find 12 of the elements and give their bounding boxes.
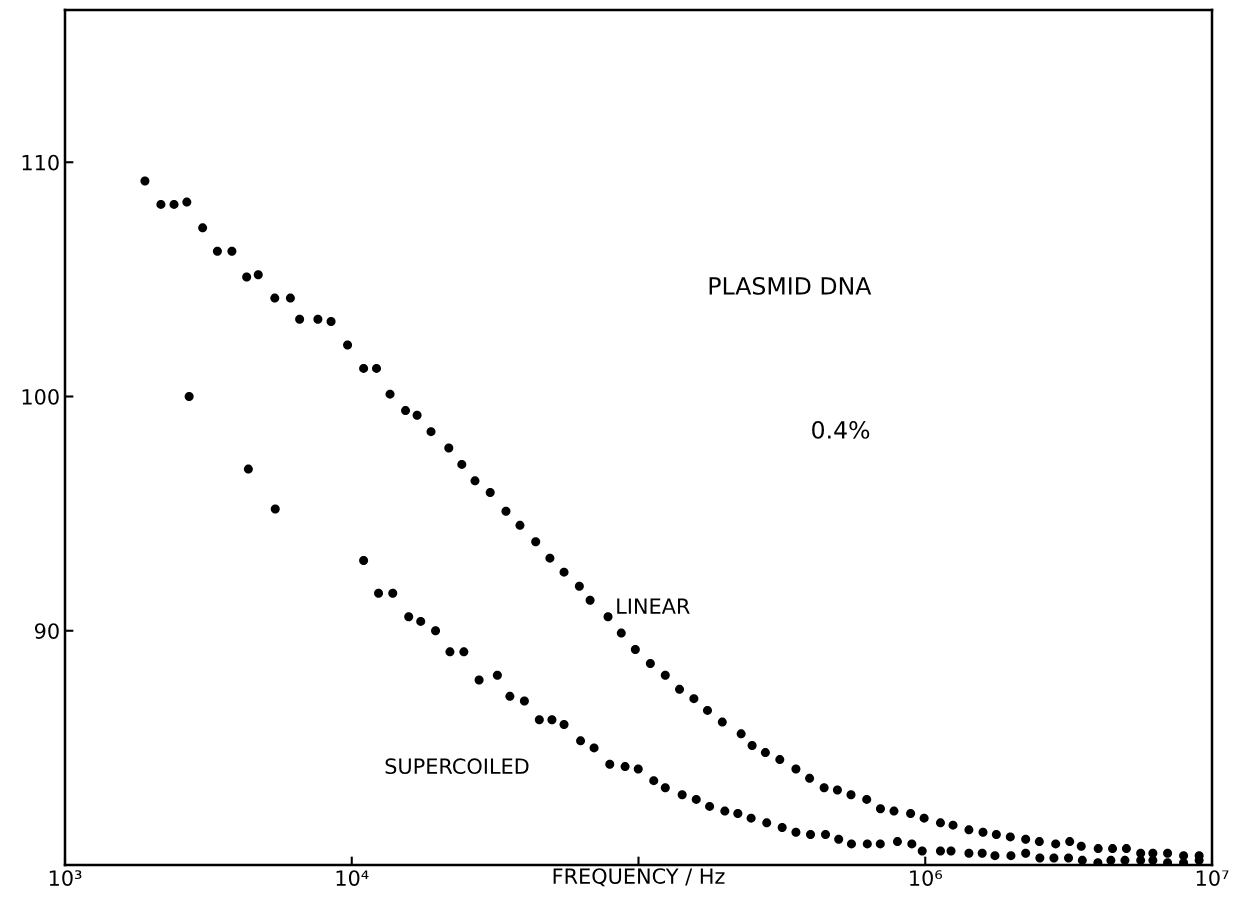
annotation: PLASMID DNA	[709, 276, 872, 295]
x-axis-title: FREQUENCY / Hz	[553, 868, 725, 887]
y-tick-label: 90	[34, 623, 59, 639]
x-tick-label: 10⁷	[1196, 870, 1229, 886]
x-tick-label: 10⁶	[910, 870, 943, 886]
series-label: LINEAR	[617, 598, 690, 614]
annotation: 0.4%	[812, 420, 870, 439]
x-tick-label: 10⁴	[336, 870, 369, 886]
series-label: SUPERCOILED	[385, 758, 529, 775]
y-tick-label: 110	[22, 154, 59, 171]
y-tick-label: 100	[22, 388, 59, 405]
x-tick-label: 10³	[49, 870, 82, 886]
